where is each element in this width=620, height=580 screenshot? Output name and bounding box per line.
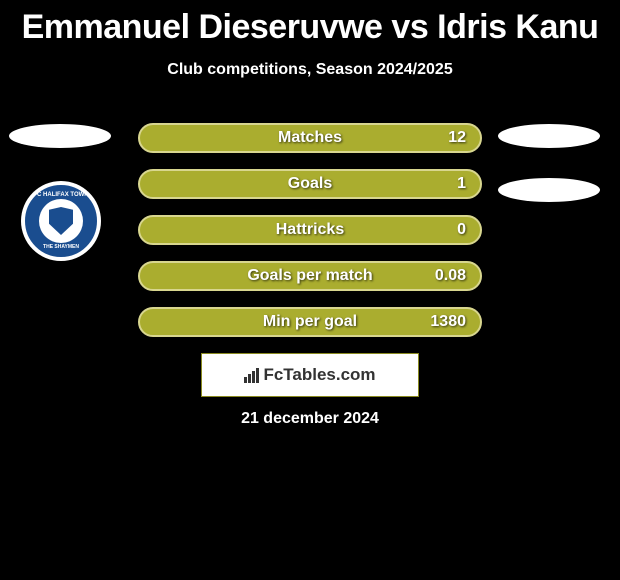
- stat-label: Goals: [140, 175, 480, 193]
- stat-row: Goals per match0.08: [138, 261, 482, 291]
- stat-label: Goals per match: [140, 267, 480, 285]
- stat-value: 0.08: [435, 267, 466, 285]
- club-badge: FC HALIFAX TOWN THE SHAYMEN: [21, 181, 101, 261]
- stat-label: Hattricks: [140, 221, 480, 239]
- stat-value: 12: [448, 129, 466, 147]
- stat-row: Hattricks0: [138, 215, 482, 245]
- stat-row: Min per goal1380: [138, 307, 482, 337]
- player2-avatar-placeholder-1: [498, 124, 600, 148]
- chart-icon: [244, 368, 259, 383]
- date-text: 21 december 2024: [0, 410, 620, 428]
- badge-text-top: FC HALIFAX TOWN: [27, 192, 95, 198]
- badge-shield-icon: [49, 207, 73, 235]
- stat-value: 1: [457, 175, 466, 193]
- stat-value: 1380: [430, 313, 466, 331]
- player2-avatar-placeholder-2: [498, 178, 600, 202]
- footer-brand-box: FcTables.com: [201, 353, 419, 397]
- stat-row: Goals1: [138, 169, 482, 199]
- footer-brand-text: FcTables.com: [263, 365, 375, 385]
- stat-label: Min per goal: [140, 313, 480, 331]
- stat-value: 0: [457, 221, 466, 239]
- page-subtitle: Club competitions, Season 2024/2025: [0, 61, 620, 79]
- stat-label: Matches: [140, 129, 480, 147]
- badge-text-bottom: THE SHAYMEN: [27, 244, 95, 250]
- stat-rows-container: Matches12 Goals1 Hattricks0 Goals per match…: [138, 123, 482, 353]
- player1-avatar-placeholder: [9, 124, 111, 148]
- stat-row: Matches12: [138, 123, 482, 153]
- page-title: Emmanuel Dieseruvwe vs Idris Kanu: [0, 0, 620, 47]
